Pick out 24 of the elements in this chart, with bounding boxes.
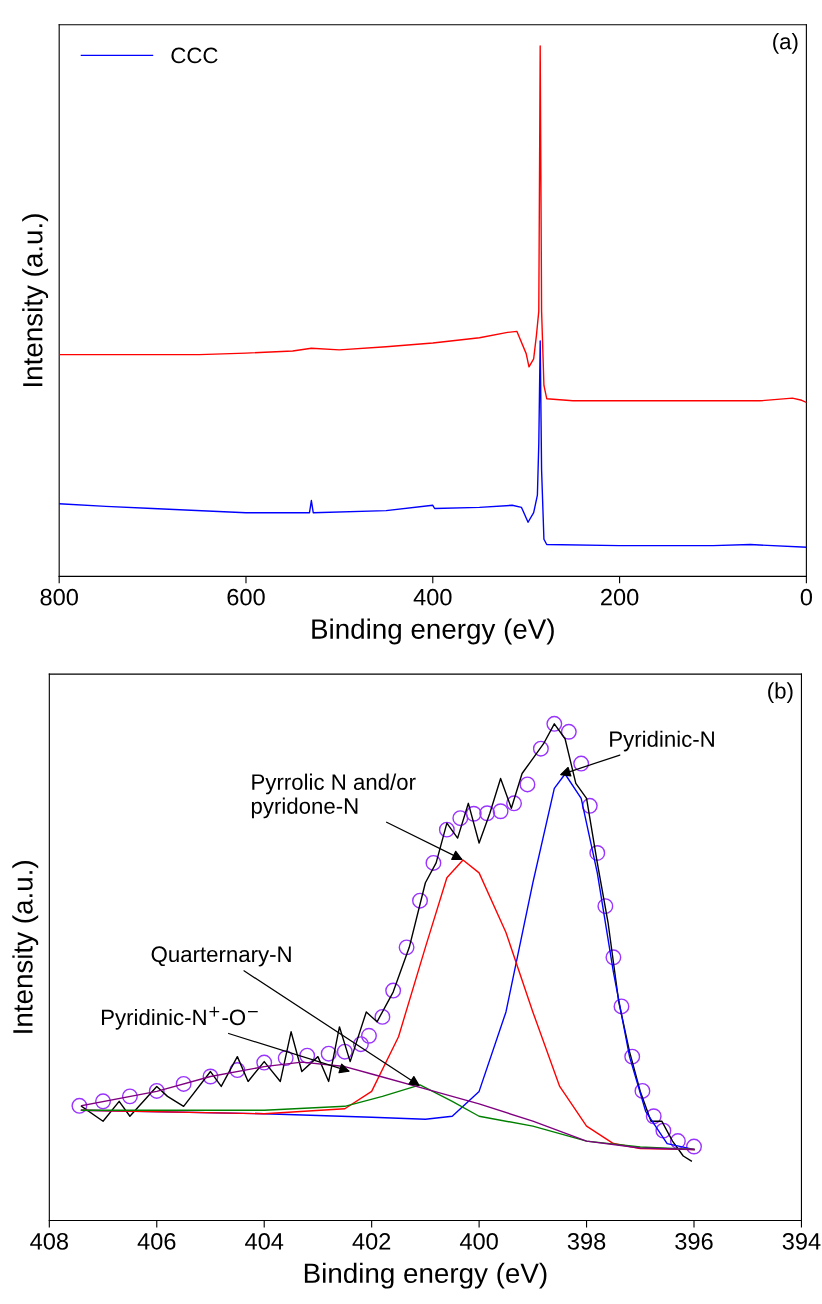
annotation: Pyridinic-N — [610, 730, 714, 752]
x-axis-title: Binding energy (eV) — [304, 1262, 547, 1289]
x-tick-label: 800 — [40, 588, 78, 606]
x-tick-label: 200 — [601, 588, 639, 606]
annotation: Pyrrolic N and/or pyridone-N — [251, 773, 416, 819]
legend-label: CCC — [171, 47, 218, 64]
annotation: (a) — [773, 33, 798, 54]
text: (b) — [768, 682, 793, 704]
y-axis-title: Intensity (a.u.) — [22, 214, 49, 386]
x-tick-label: 408 — [30, 1232, 68, 1250]
x-tick-label: 600 — [227, 588, 265, 606]
annotation: Quarternary-N — [151, 946, 291, 967]
x-tick-label: 0 — [800, 588, 813, 606]
x-tick-label: 406 — [137, 1232, 176, 1250]
x-tick-label: 396 — [675, 1232, 713, 1250]
x-tick-label: 402 — [352, 1232, 391, 1250]
x-tick-label: 404 — [245, 1232, 284, 1250]
x-tick-label: 400 — [459, 1232, 498, 1250]
x-axis-title: Binding energy (eV) — [312, 618, 554, 645]
annotation: Pyridinic-N$^{+}$-O$^{−}$ — [101, 1006, 258, 1030]
x-tick-label: 398 — [567, 1232, 606, 1250]
y-axis-title: Intensity (a.u.) — [12, 861, 39, 1033]
x-tick-label: 394 — [782, 1232, 821, 1250]
x-tick-label: 400 — [413, 588, 452, 606]
